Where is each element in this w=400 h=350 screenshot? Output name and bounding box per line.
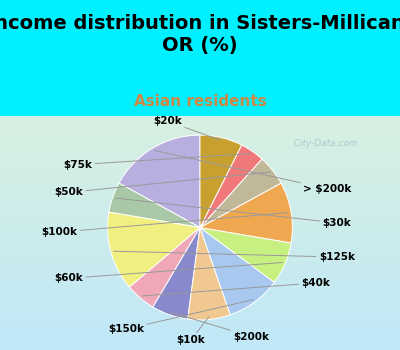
- Text: $200k: $200k: [170, 312, 269, 342]
- Text: $60k: $60k: [54, 262, 282, 283]
- Text: > $200k: > $200k: [154, 150, 352, 194]
- Text: $125k: $125k: [114, 251, 355, 262]
- Wedge shape: [188, 228, 230, 320]
- Wedge shape: [153, 228, 200, 319]
- Text: $75k: $75k: [64, 154, 251, 170]
- Text: $150k: $150k: [108, 300, 253, 334]
- Text: Asian residents: Asian residents: [134, 94, 266, 109]
- Wedge shape: [200, 145, 262, 228]
- Wedge shape: [109, 183, 200, 228]
- Text: $10k: $10k: [176, 317, 209, 345]
- Wedge shape: [200, 228, 274, 315]
- Wedge shape: [108, 212, 200, 287]
- Text: $50k: $50k: [54, 172, 270, 197]
- Text: $20k: $20k: [153, 116, 221, 140]
- Text: $30k: $30k: [115, 198, 351, 228]
- Wedge shape: [200, 228, 291, 282]
- Text: Income distribution in Sisters-Millican,
OR (%): Income distribution in Sisters-Millican,…: [0, 14, 400, 55]
- Wedge shape: [119, 135, 200, 228]
- Wedge shape: [200, 183, 292, 243]
- Text: City-Data.com: City-Data.com: [288, 139, 358, 148]
- Wedge shape: [130, 228, 200, 307]
- Text: $100k: $100k: [42, 212, 288, 237]
- Text: $40k: $40k: [142, 278, 330, 296]
- Wedge shape: [200, 159, 281, 228]
- Wedge shape: [200, 135, 242, 228]
